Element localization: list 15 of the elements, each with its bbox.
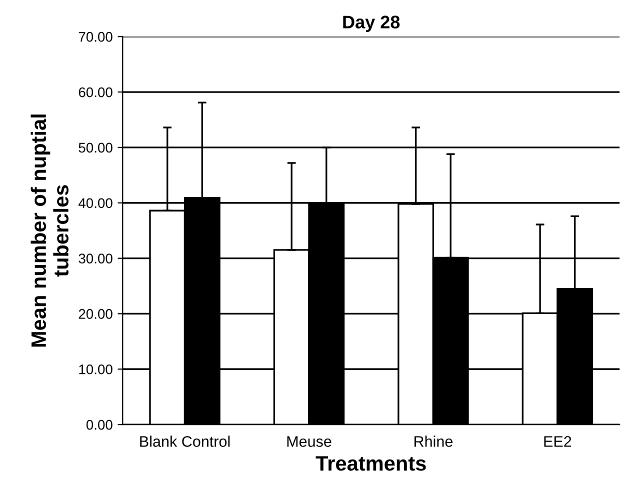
x-axis-title: Treatments: [316, 456, 426, 471]
y-tick-label: 10.00: [79, 364, 112, 374]
y-axis-title: Mean number of nuptial tubercles: [30, 114, 69, 347]
x-tick-label: Blank Control: [140, 436, 230, 447]
y-tick-label: 60.00: [78, 87, 112, 98]
x-tick-label: Rhine: [414, 436, 453, 447]
y-tick-label: 30.00: [78, 254, 112, 264]
chart-title: Day 28: [343, 16, 400, 32]
x-tick-label: Meuse: [287, 436, 332, 447]
y-tick-label: 40.00: [78, 198, 112, 208]
y-tick-label: 0.00: [86, 420, 112, 430]
y-tick-label: 50.00: [78, 142, 112, 153]
y-tick-label: 20.00: [78, 309, 112, 319]
y-tick-label: 70.00: [78, 32, 112, 42]
x-tick-label: EE2: [544, 436, 572, 447]
